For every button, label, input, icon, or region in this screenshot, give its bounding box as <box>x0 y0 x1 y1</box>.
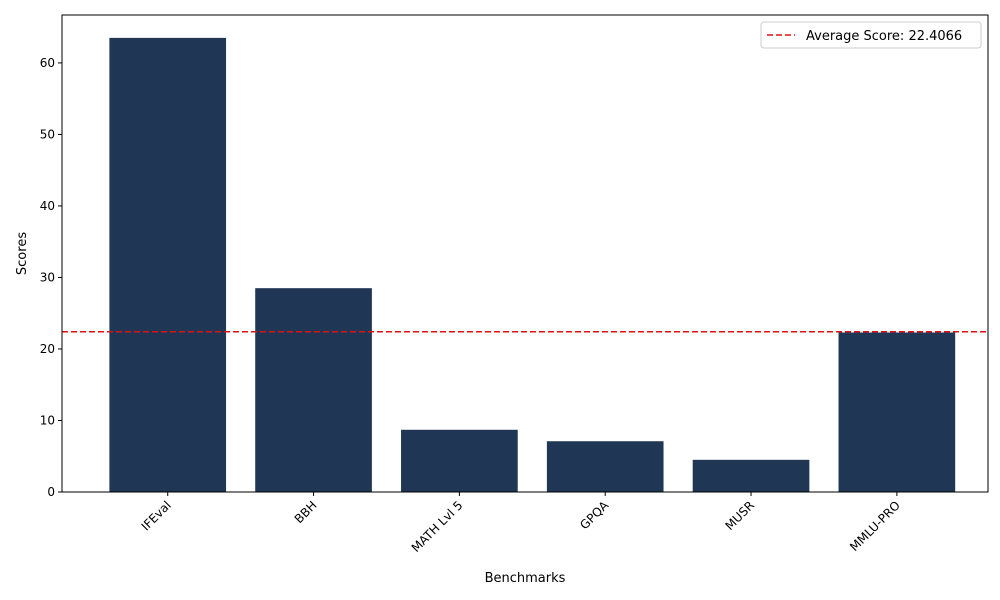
y-axis-ticks: 0 10 20 30 40 50 60 <box>40 56 62 499</box>
axes-frame <box>61 14 989 493</box>
legend-label: Average Score: 22.4066 <box>806 29 962 44</box>
bar-mmlu-pro <box>838 332 956 492</box>
bar-musr <box>692 459 810 492</box>
y-tick-label: 60 <box>40 56 55 70</box>
bars-group <box>109 37 956 493</box>
y-tick-label: 50 <box>40 127 55 141</box>
y-tick-label: 40 <box>40 199 55 213</box>
bar-gpqa <box>546 441 664 492</box>
x-axis-title: Benchmarks <box>485 571 566 586</box>
bar-math-lvl-5 <box>401 429 518 492</box>
bar-bbh <box>255 288 372 492</box>
bar-ifeval <box>109 37 227 493</box>
y-tick-label: 10 <box>40 413 55 427</box>
y-tick-label: 30 <box>40 270 55 284</box>
legend-box <box>760 21 982 49</box>
legend: Average Score: 22.4066 <box>760 21 982 49</box>
y-axis-title: Scores <box>15 232 30 275</box>
y-tick-label: 20 <box>40 342 55 356</box>
y-tick-label: 0 <box>47 485 55 499</box>
